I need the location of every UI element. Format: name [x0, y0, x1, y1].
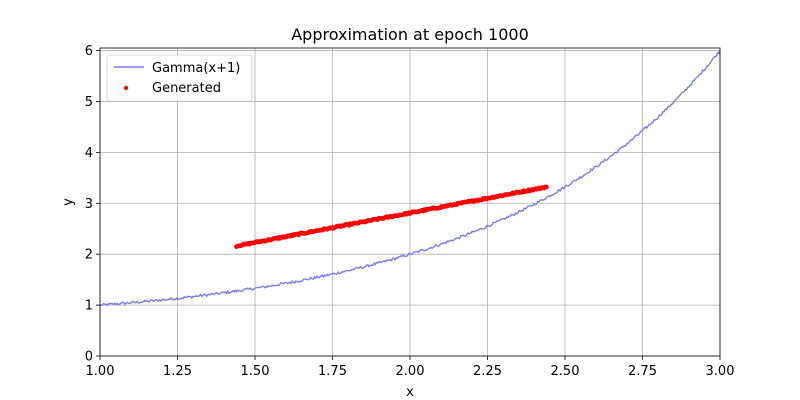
y-axis-label: y	[61, 198, 76, 206]
chart-title: Approximation at epoch 1000	[291, 25, 529, 44]
y-tick-label: 1	[85, 299, 93, 314]
y-tick-label: 6	[85, 44, 93, 59]
y-ticks: 0 1 2 3 4 5 6	[85, 44, 100, 365]
legend-generated-label: Generated	[152, 81, 221, 96]
x-tick-label: 2.50	[551, 364, 580, 379]
legend-gamma-label: Gamma(x+1)	[152, 61, 240, 76]
gamma-line	[99, 50, 721, 307]
generated-points	[234, 184, 549, 250]
y-tick-label: 3	[85, 197, 93, 212]
x-ticks: 1.00 1.25 1.50 1.75 2.00 2.25 2.50 2.75 3.00	[86, 356, 735, 379]
x-tick-label: 1.00	[86, 364, 115, 379]
generated-point	[544, 184, 549, 190]
y-tick-label: 2	[85, 248, 93, 263]
legend-generated-swatch	[123, 85, 129, 91]
x-tick-label: 1.50	[241, 364, 270, 379]
x-tick-label: 2.00	[396, 364, 425, 379]
x-tick-label: 2.25	[473, 364, 502, 379]
y-tick-label: 4	[85, 146, 93, 161]
x-tick-label: 3.00	[706, 364, 735, 379]
x-tick-label: 1.25	[163, 364, 192, 379]
x-axis-label: x	[406, 385, 414, 400]
gamma-line-group	[99, 50, 721, 307]
legend: Gamma(x+1) Generated	[106, 54, 253, 102]
x-tick-label: 2.75	[628, 364, 657, 379]
y-tick-label: 0	[85, 350, 93, 365]
x-tick-label: 1.75	[318, 364, 347, 379]
y-tick-label: 5	[85, 95, 93, 110]
